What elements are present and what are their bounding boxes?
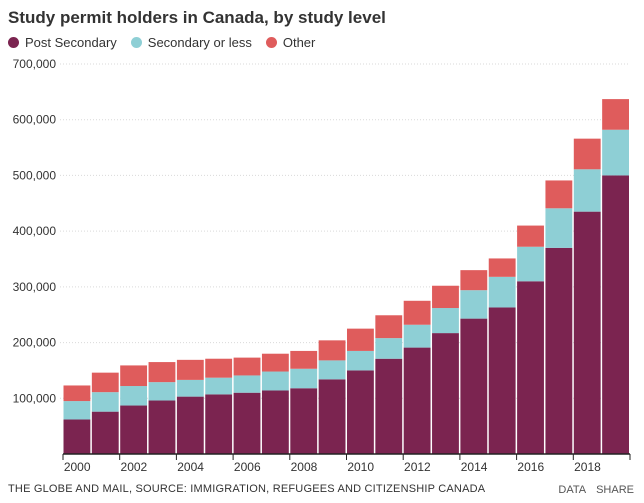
y-tick-label: 100,000 [13,391,57,405]
share-link[interactable]: SHARE [596,484,634,496]
legend-item-post-secondary: Post Secondary [8,35,117,50]
bar-segment-secondary-or-less [63,401,91,420]
x-tick-label: 2004 [177,460,204,474]
bar-segment-post-secondary [148,400,176,454]
bar-segment-secondary-or-less [432,308,459,334]
bar-segment-post-secondary [403,347,431,454]
bar-segment-other [290,350,318,369]
bar-segment-post-secondary [488,307,516,454]
bar-segment-post-secondary [347,370,374,454]
bar-segment-secondary-or-less [347,350,374,371]
stacked-bar-chart: 100,000 200,000 300,000 400,000 500,000 600,0… [13,57,631,474]
bar-segment-post-secondary [545,247,573,454]
bar-segment-secondary-or-less [403,324,431,348]
legend-swatch-other [265,37,277,48]
bar-segment-other [176,359,204,380]
bar-segment-other [120,365,148,387]
bar-segment-post-secondary [602,175,629,454]
y-tick-label: 400,000 [13,224,57,238]
bar-segment-post-secondary [176,396,204,454]
bar-segment-other [347,328,374,351]
bar-segment-other [403,300,431,325]
x-tick-label: 2010 [347,460,374,474]
y-tick-label: 600,000 [13,113,57,127]
bar-segment-secondary-or-less [375,338,403,359]
bar-segment-secondary-or-less [205,377,233,395]
chart-title: Study permit holders in Canada, by study… [8,8,386,27]
legend-label-other: Other [282,35,316,50]
bar-segment-secondary-or-less [148,382,176,401]
bar-segment-post-secondary [318,379,346,454]
bar-segment-post-secondary [205,394,233,454]
x-tick-label: 2000 [64,460,91,474]
y-tick-label: 700,000 [13,57,57,71]
bar-segment-other [545,180,573,209]
bar-segment-post-secondary [290,388,318,454]
bar-segment-secondary-or-less [91,392,119,412]
x-tick-label: 2014 [461,460,488,474]
bar-segment-other [432,285,459,309]
x-tick-label: 2016 [517,460,544,474]
bar-segment-post-secondary [460,318,488,454]
legend-label-secondary-or-less: Secondary or less [147,35,252,50]
bar-segment-other [63,385,91,402]
bar-segment-other [460,270,488,291]
legend-item-other: Other [265,35,316,50]
bar-segment-secondary-or-less [261,371,289,391]
bar-segment-post-secondary [233,392,261,454]
x-tick-label: 2008 [291,460,318,474]
data-link[interactable]: DATA [558,484,587,496]
bar-segment-secondary-or-less [573,169,601,212]
bar-segment-post-secondary [261,390,289,454]
y-tick-label: 300,000 [13,280,57,294]
chart-legend: Post Secondary Secondary or less Other [8,35,315,50]
legend-swatch-post-secondary [8,37,19,48]
legend-item-secondary-or-less: Secondary or less [130,35,252,50]
bar-segment-post-secondary [432,333,459,454]
x-tick-label: 2006 [234,460,261,474]
bar-segment-secondary-or-less [460,290,488,319]
y-tick-label: 500,000 [13,168,57,182]
bar-segment-other [488,258,516,277]
bar-segment-other [573,138,601,170]
bar-segment-secondary-or-less [545,208,573,248]
legend-label-post-secondary: Post Secondary [25,35,117,50]
bar-segment-secondary-or-less [517,246,544,282]
legend-swatch-secondary-or-less [130,37,142,48]
x-tick-label: 2018 [574,460,601,474]
bar-segment-secondary-or-less [318,360,346,380]
bar-segment-secondary-or-less [488,276,516,308]
bar-segment-other [205,358,233,378]
bar-segment-post-secondary [120,405,148,454]
x-tick-label: 2012 [404,460,431,474]
bar-segment-other [318,340,346,361]
x-tick-label: 2002 [121,460,148,474]
bar-segment-other [375,315,403,339]
bar-segment-other [233,357,261,376]
bar-segment-post-secondary [375,358,403,454]
bar-segment-post-secondary [63,419,91,454]
bar-segment-other [602,99,629,130]
bar-segment-secondary-or-less [290,368,318,389]
bar-segment-other [261,353,289,372]
bar-segment-secondary-or-less [602,129,629,176]
y-tick-label: 200,000 [13,336,57,350]
bar-segment-post-secondary [91,411,119,454]
bar-segment-secondary-or-less [233,375,261,393]
bar-segment-other [148,362,176,383]
bar-segment-other [517,225,544,247]
bar-segment-secondary-or-less [176,379,204,397]
bar-segment-post-secondary [517,281,544,454]
bar-segment-other [91,372,119,393]
bar-segment-secondary-or-less [120,386,148,406]
bar-segment-post-secondary [573,211,601,454]
footer-actions: DATA SHARE [558,484,634,496]
source-footer: THE GLOBE AND MAIL, SOURCE: IMMIGRATION,… [8,483,486,495]
